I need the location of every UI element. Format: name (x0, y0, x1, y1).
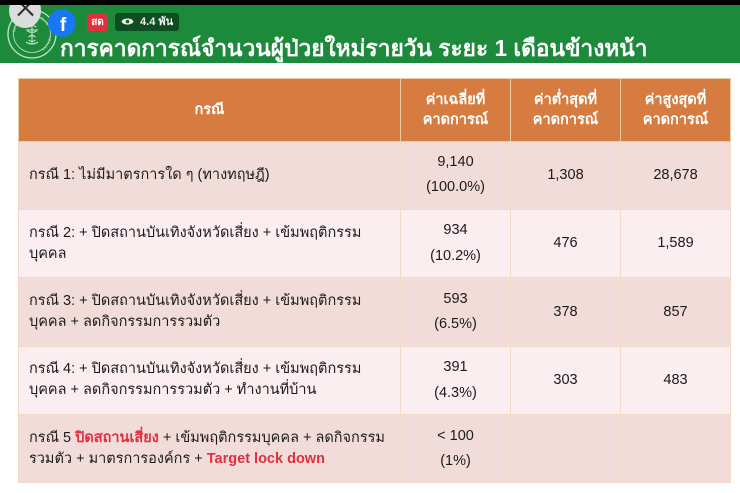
svg-text:f: f (60, 15, 67, 36)
